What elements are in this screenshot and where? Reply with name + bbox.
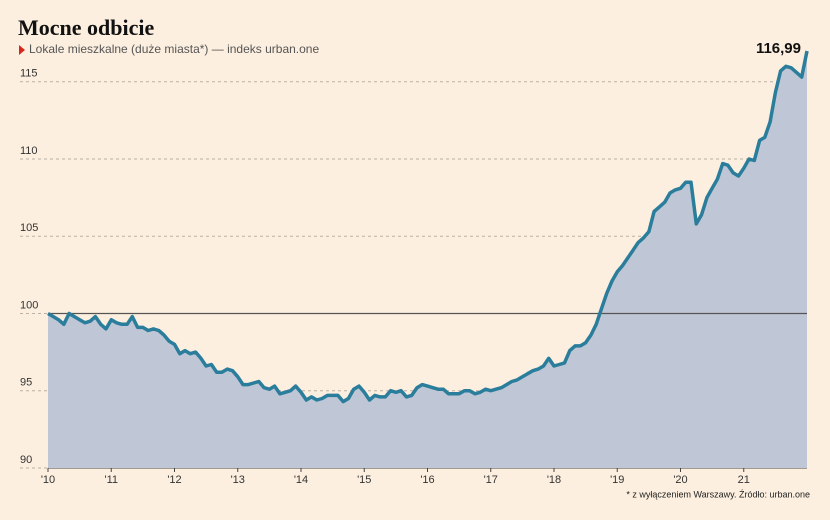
y-tick-label: 95: [20, 377, 32, 389]
y-tick-label: 90: [20, 454, 32, 466]
x-tick-label: '16: [420, 474, 434, 486]
chart-title: Mocne odbicie: [18, 15, 154, 40]
x-tick-label: '12: [167, 474, 181, 486]
footnote: * z wyłączeniem Warszawy. Źródło: urban.…: [626, 489, 810, 499]
chart-subtitle: Lokale mieszkalne (duże miasta*) — indek…: [29, 42, 319, 56]
x-tick-label: 21: [738, 474, 750, 486]
x-tick-label: '17: [484, 474, 498, 486]
y-tick-label: 100: [20, 299, 38, 311]
area: [48, 51, 807, 468]
y-tick-label: 110: [20, 145, 38, 157]
line: [47, 50, 809, 404]
x-tick-label: '11: [104, 474, 118, 486]
x-tick-label: '19: [610, 474, 624, 486]
subtitle-marker: [19, 45, 25, 55]
end-label: 116,99: [756, 40, 801, 57]
x-tick-label: '20: [673, 474, 687, 486]
y-tick-label: 115: [20, 68, 38, 80]
x-tick-label: '18: [547, 474, 561, 486]
x-tick-label: '14: [294, 474, 308, 486]
x-tick-label: '10: [41, 474, 55, 486]
x-tick-label: '13: [231, 474, 245, 486]
x-tick-label: '15: [357, 474, 371, 486]
y-tick-label: 105: [20, 222, 38, 234]
